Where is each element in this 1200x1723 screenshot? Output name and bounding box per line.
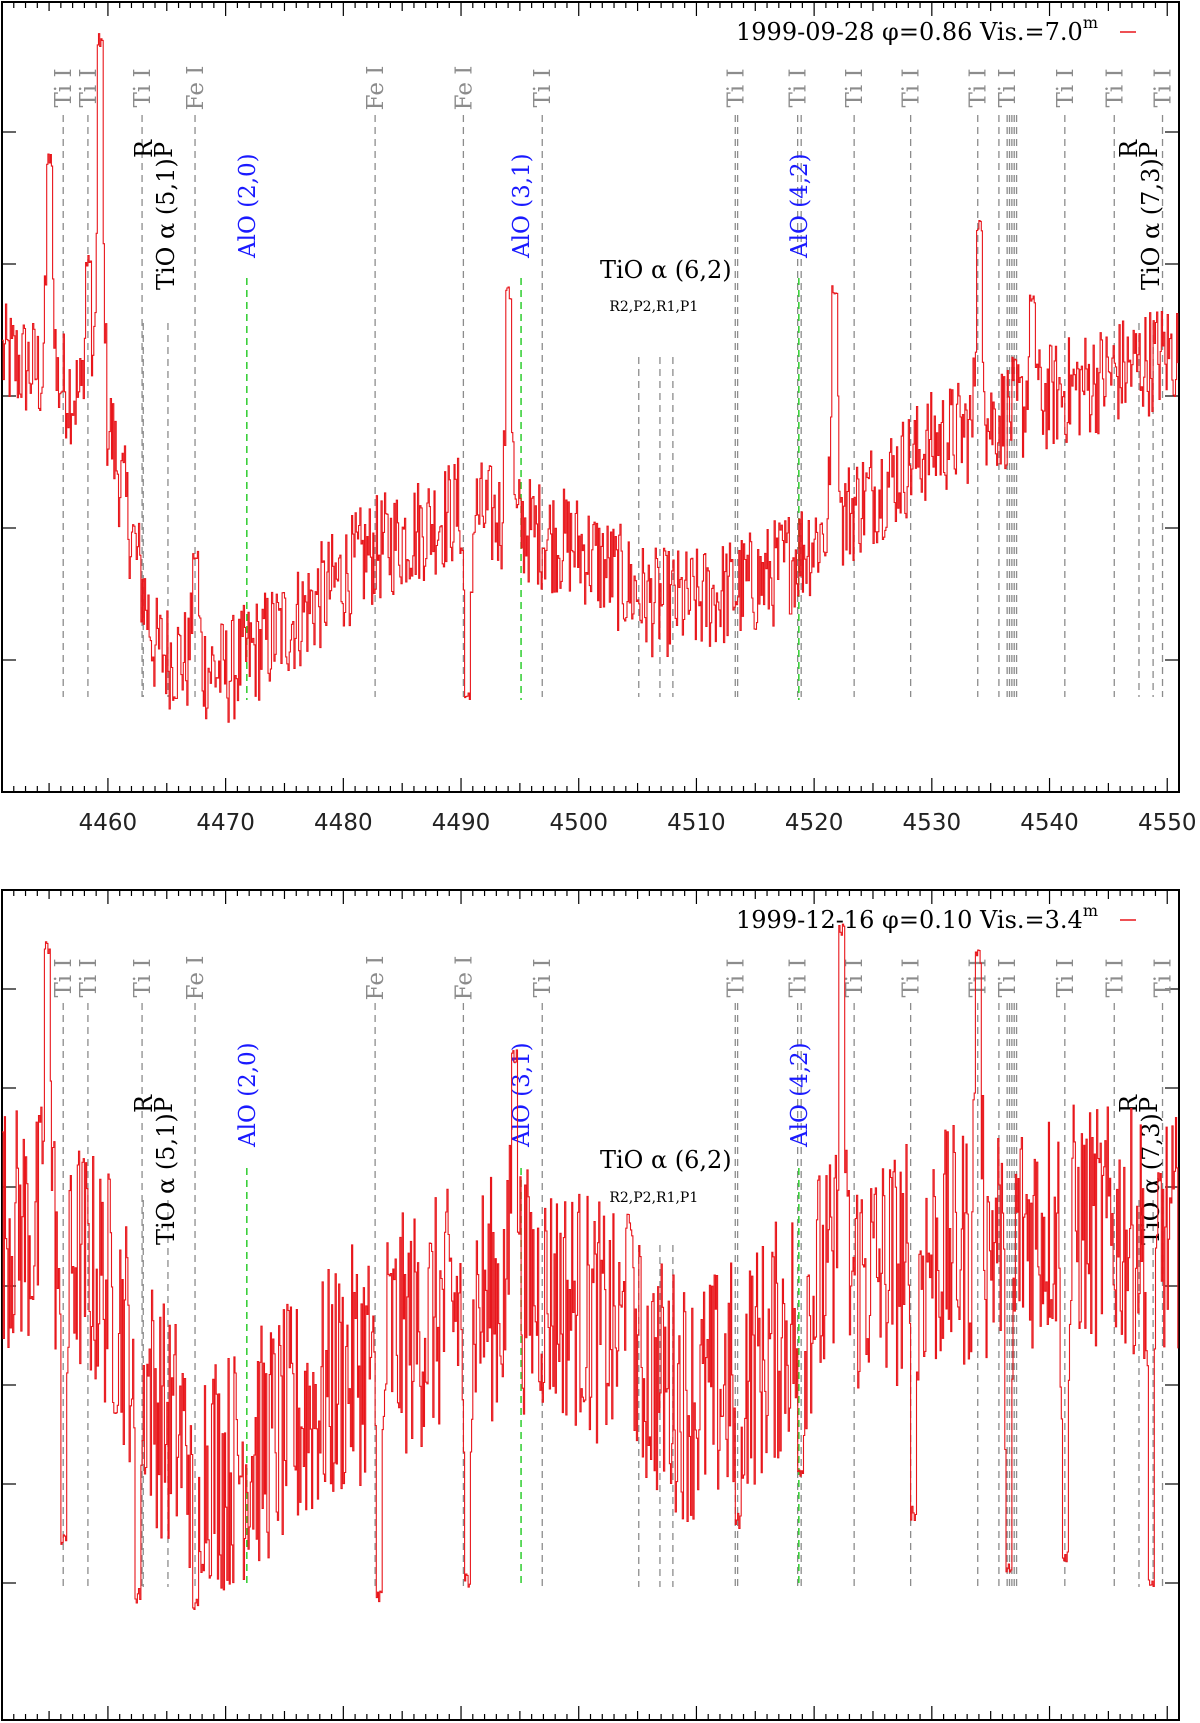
legend-date: 1999-12-16 [736, 906, 882, 934]
y-axis [2, 988, 1179, 1584]
tio-label: TiO α (7,3) [1137, 158, 1165, 290]
x-tick-label: 4510 [667, 810, 726, 836]
tio-62-label: TiO α (6,2) [600, 1146, 732, 1174]
aio-label: AlO (2,0) [235, 1042, 261, 1148]
x-tick-label: 4530 [903, 810, 962, 836]
tio-62-band: TiO α (6,2) R2,P2,R1,P1 [600, 256, 732, 697]
legend-label: 1999-12-16 φ=0.10 Vis.=3.4m [736, 901, 1098, 934]
element-label: Ti I [995, 68, 1021, 107]
legend-vis-sup: m [1083, 13, 1098, 32]
element-label: Ti I [786, 958, 812, 997]
aio-label: AlO (4,2) [787, 153, 813, 259]
element-label: Ti I [51, 958, 77, 997]
tio-sup-r: R [130, 1094, 158, 1113]
aio-label: AlO (3,1) [509, 1042, 535, 1148]
element-label: Fe I [183, 956, 209, 1001]
legend-phase: φ=0.10 [882, 906, 980, 934]
x-tick-label: 4470 [196, 810, 255, 836]
element-label: Ti I [899, 68, 925, 107]
element-label: Ti I [899, 958, 925, 997]
legend: 1999-09-28 φ=0.86 Vis.=7.0m [736, 13, 1136, 46]
element-label: Ti I [966, 958, 992, 997]
y-axis [2, 131, 1179, 661]
tio-sub-p: P [1135, 1097, 1163, 1113]
legend-vis-sup: m [1083, 901, 1098, 920]
legend: 1999-12-16 φ=0.10 Vis.=3.4m [736, 901, 1136, 934]
tio-sup-r: R [130, 139, 158, 158]
element-label: Fe I [363, 66, 389, 111]
element-label: Ti I [130, 68, 156, 107]
element-label: Ti I [1053, 68, 1079, 107]
aio-bands: AlO (2,0) AlO (3,1) AlO (4,2) [235, 1042, 813, 1587]
element-label: Ti I [842, 68, 868, 107]
element-label: Ti I [1151, 68, 1177, 107]
aio-bands: AlO (2,0) AlO (3,1) AlO (4,2) [235, 153, 813, 700]
legend-date: 1999-09-28 [736, 18, 882, 46]
element-label: Ti I [530, 958, 556, 997]
element-label: Ti I [966, 68, 992, 107]
plot-frame [1, 889, 1180, 1721]
element-label: Ti I [995, 958, 1021, 997]
legend-label: 1999-09-28 φ=0.86 Vis.=7.0m [736, 13, 1098, 46]
aio-label: AlO (3,1) [509, 153, 535, 259]
element-label: Fe I [363, 956, 389, 1001]
element-lines: Ti ITi I Ti I Fe I Fe I Fe I Ti I Ti I Ti I Ti I… [51, 956, 1177, 1587]
x-tick-label: 4490 [432, 810, 491, 836]
element-label: Ti I [723, 958, 749, 997]
tio-62-label: TiO α (6,2) [600, 256, 732, 284]
element-label: Ti I [786, 68, 812, 107]
tio-62-sublabel: R2,P2,R1,P1 [609, 299, 698, 315]
element-label: Ti I [76, 958, 102, 997]
legend-vis: Vis.=7.0 [979, 18, 1083, 46]
element-label: Ti I [1102, 68, 1128, 107]
element-label: Ti I [1102, 958, 1128, 997]
element-label: Ti I [76, 68, 102, 107]
tio-label: TiO α (5,1) [152, 158, 180, 290]
element-label: Ti I [130, 958, 156, 997]
x-tick-label: 4550 [1138, 810, 1197, 836]
x-axis: 4460 4470 4480 4490 4500 4510 4520 4530 4540 4550 [1, 2, 1197, 836]
x-tick-label: 4460 [79, 810, 138, 836]
x-tick-label: 4540 [1020, 810, 1079, 836]
spectrum-bottom [2, 923, 1179, 1610]
element-label: Ti I [1151, 958, 1177, 997]
element-label: Ti I [842, 958, 868, 997]
tio-sup-r: R [1115, 139, 1143, 158]
panel-top: 4460 4470 4480 4490 4500 4510 4520 4530 4540 4550… [1, 1, 1197, 836]
element-label: Ti I [530, 68, 556, 107]
tio-sub-p: P [150, 1097, 178, 1113]
element-label: Fe I [183, 66, 209, 111]
tio-sub-p: P [1135, 142, 1163, 158]
element-label: Ti I [1053, 958, 1079, 997]
x-tick-label: 4480 [314, 810, 373, 836]
tio-label: TiO α (5,1) [152, 1113, 180, 1245]
aio-label: AlO (4,2) [787, 1042, 813, 1148]
element-label: Fe I [451, 956, 477, 1001]
tio-62-sublabel: R2,P2,R1,P1 [609, 1190, 698, 1206]
element-label: Fe I [451, 66, 477, 111]
panel-bottom: 4460447044804490450045104520453045404550… [1, 889, 1180, 1721]
x-tick-label: 4520 [785, 810, 844, 836]
legend-phase: φ=0.86 [882, 18, 980, 46]
aio-label: AlO (2,0) [235, 153, 261, 259]
element-label: Ti I [723, 68, 749, 107]
spectrum-top [2, 33, 1179, 723]
legend-vis: Vis.=3.4 [979, 906, 1083, 934]
tio-sup-r: R [1115, 1094, 1143, 1113]
x-tick-label: 4500 [549, 810, 608, 836]
element-label: Ti I [51, 68, 77, 107]
tio-sub-p: P [150, 142, 178, 158]
